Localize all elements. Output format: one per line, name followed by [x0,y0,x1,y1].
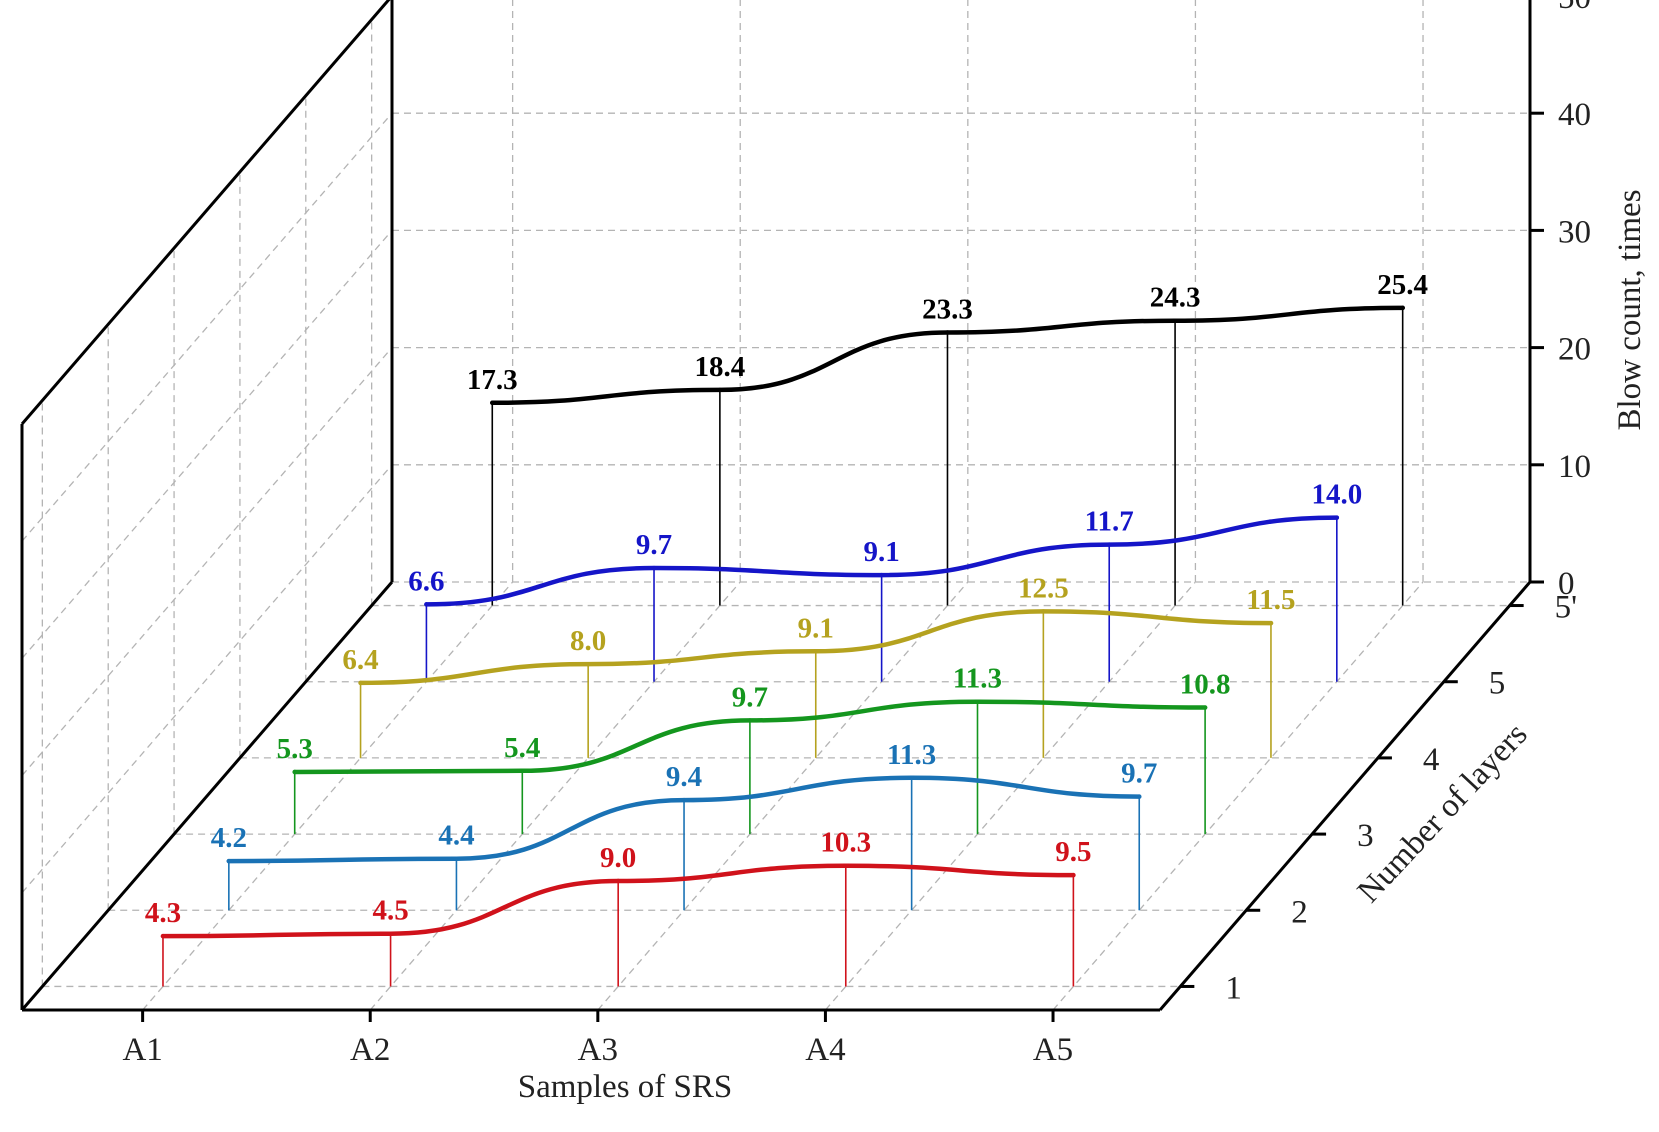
z-tick-label: 50 [1558,0,1591,16]
series-line-layer-5 [424,515,1340,607]
data-label: 11.5 [1246,584,1295,616]
z-tick-label: 0 [1558,566,1575,602]
series-lines [160,305,1405,939]
data-label: 9.5 [1055,836,1091,868]
data-label: 25.4 [1377,269,1428,301]
data-label: 14.0 [1311,479,1362,511]
data-label: 17.3 [467,364,518,396]
data-label: 11.7 [1085,506,1134,538]
sidewall-gridline-level [21,229,393,659]
y-axis-line [1158,581,1532,1011]
data-label: 4.3 [145,897,181,929]
z-tick-label: 10 [1558,449,1591,485]
series-line-layer-2 [226,775,1142,864]
series-line-layer-3 [292,699,1208,775]
sidewall-gridline-level [21,464,393,894]
data-label: 11.3 [887,739,936,771]
series-line-layer-1 [160,863,1076,939]
sidewall-gridline-level [21,347,393,777]
y-tick-label: 1 [1225,970,1242,1006]
floor-gridline-category [824,581,1196,1011]
data-label: 9.7 [636,529,672,561]
data-label: 12.5 [1018,572,1069,604]
sidewall-gridline-level [21,112,393,542]
x-axis-title: Samples of SRS [518,1069,733,1105]
z-tick-label: 40 [1558,97,1591,133]
floor-gridline-category [369,581,741,1011]
top-left-edge [20,0,391,425]
x-tick-label: A3 [578,1032,618,1068]
data-label: 4.4 [438,820,474,852]
data-label: 6.4 [342,644,378,676]
data-label: 5.4 [504,732,540,764]
y-tick-label: 4 [1423,742,1440,778]
data-label: 10.3 [820,827,871,859]
z-tick-label: 20 [1558,332,1591,368]
floor-gridline-category [597,581,969,1011]
y-tick-label: 5' [1555,590,1577,626]
data-label: 9.1 [798,612,834,644]
y-tick-label: 2 [1291,894,1308,930]
x-tick-label: A4 [805,1032,845,1068]
data-label: 18.4 [695,351,746,383]
data-label: 9.0 [600,842,636,874]
x-tick-label: A1 [122,1032,162,1068]
data-label: 9.4 [666,761,702,793]
data-label: 8.0 [570,625,606,657]
series-line-layer-4 [358,609,1274,686]
data-label: 24.3 [1150,282,1201,314]
data-label: 9.7 [1121,758,1157,790]
floor-left-edge [20,581,394,1011]
series-line-layer-6 [490,305,1405,406]
z-tick-label: 30 [1558,214,1591,250]
y-axis-title: Number of layers [1351,716,1535,909]
data-label: 5.3 [277,733,313,765]
data-label: 10.8 [1180,669,1231,701]
data-labels: 4.3 4.5 9.0 10.3 9.5 4.2 4.4 9.4 11.3 9.7 5.3 5.4 9.… [145,269,1428,929]
data-label: 23.3 [922,293,973,325]
axis-ticks: A1 A2 A3 A4 A5 1 2 3 4 5 5'0 10 20 30 40 50 [122,0,1591,1068]
data-label: 4.2 [211,822,247,854]
data-label: 4.5 [372,895,408,927]
y-tick-label: 3 [1357,818,1374,854]
y-tick-label: 5 [1489,666,1506,702]
floor-gridline-category [142,581,514,1011]
data-label: 11.3 [953,663,1002,695]
axes-frame [20,0,1532,1012]
x-tick-label: A5 [1033,1032,1073,1068]
floor-gridline-category [1052,581,1424,1011]
data-label: 6.6 [408,565,444,597]
data-label: 9.1 [863,536,899,568]
z-axis-title: Blow count, times [1612,189,1648,430]
grid-lines [21,0,1530,1011]
data-label: 9.7 [732,681,768,713]
x-tick-label: A2 [350,1032,390,1068]
